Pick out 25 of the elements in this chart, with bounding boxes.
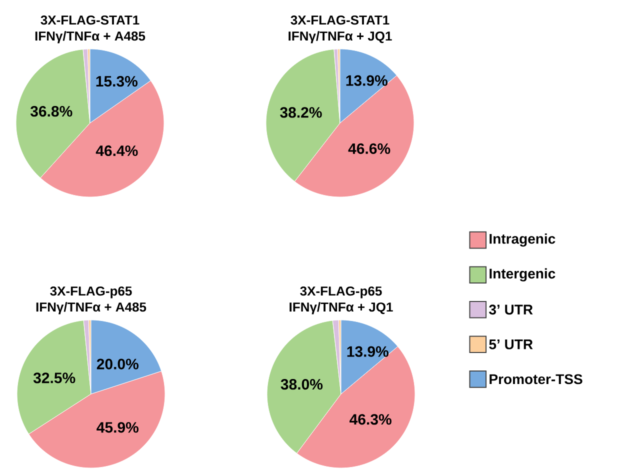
chart-subtitle: IFNγ/TNFα + JQ1: [288, 31, 392, 44]
legend-label: Intragenic: [490, 234, 556, 247]
legend-label: 5’ UTR: [489, 340, 533, 350]
chart-subtitle: IFNγ/TNFα + A485: [36, 302, 146, 314]
text: 3X-FLAG-p65: [300, 286, 382, 298]
chart-title: 3X-FLAG-p65: [50, 286, 132, 298]
data-label: 38.0%: [280, 379, 323, 390]
chart-title: 3X-FLAG-STAT1: [40, 15, 140, 25]
legend-label: Promoter-TSS: [490, 374, 582, 384]
data-label: 45.9%: [96, 422, 139, 433]
data-label: 32.5%: [33, 372, 76, 384]
data-label: 46.6%: [348, 143, 390, 154]
legend-label: 3’ UTR: [489, 304, 533, 315]
legend-label: Intergenic: [490, 268, 556, 282]
data-label: 13.9%: [347, 346, 389, 357]
data-label: 36.8%: [30, 106, 72, 117]
data-label: 20.0%: [96, 358, 139, 370]
data-label: 38.2%: [280, 107, 322, 118]
text: IFNγ/TNFα + JQ1: [290, 302, 393, 314]
data-label: 46.4%: [96, 145, 138, 156]
data-label: 13.9%: [346, 75, 388, 86]
data-label: 46.3%: [350, 414, 392, 425]
data-label: 15.3%: [96, 76, 138, 87]
chart-subtitle: IFNγ/TNFα + A485: [35, 31, 146, 44]
chart-title: 3X-FLAG-STAT1: [290, 15, 390, 25]
